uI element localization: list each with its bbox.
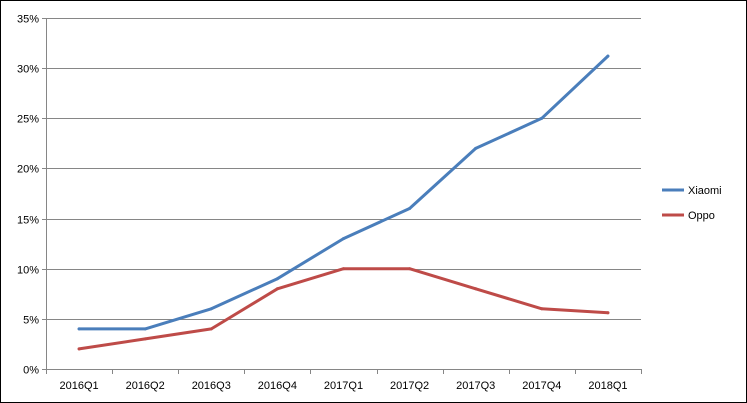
- data-point-xiaomi: [474, 146, 478, 150]
- data-point-oppo: [540, 307, 544, 311]
- data-point-xiaomi: [540, 116, 544, 120]
- x-tick-label: 2017Q4: [522, 380, 561, 392]
- x-tick-label: 2017Q3: [456, 380, 495, 392]
- data-point-oppo: [143, 337, 147, 341]
- data-point-xiaomi: [209, 307, 213, 311]
- data-point-xiaomi: [606, 54, 610, 58]
- x-tick-label: 2017Q2: [390, 380, 429, 392]
- axes: 0% 5% 10% 15% 20% 25% 30% 35% 2016Q1 2016Q2 2016Q3…: [17, 14, 642, 392]
- data-point-oppo: [209, 327, 213, 331]
- x-tick-label: 2017Q1: [324, 380, 363, 392]
- data-point-xiaomi: [275, 277, 279, 281]
- x-tick-label: 2016Q4: [258, 380, 297, 392]
- data-point-xiaomi: [143, 327, 147, 331]
- data-point-xiaomi: [77, 327, 81, 331]
- legend-label-xiaomi: Xiaomi: [688, 185, 722, 197]
- y-tick-label: 25%: [17, 114, 39, 126]
- x-tick-label: 2018Q1: [588, 380, 627, 392]
- data-point-oppo: [77, 347, 81, 351]
- series-lines: [77, 54, 610, 351]
- y-tick-label: 5%: [23, 315, 39, 327]
- gridlines: [46, 18, 641, 320]
- x-tick-label: 2016Q1: [59, 380, 98, 392]
- y-tick-label: 0%: [23, 365, 39, 377]
- data-point-oppo: [474, 287, 478, 291]
- legend-label-oppo: Oppo: [688, 210, 715, 222]
- x-tick-label: 2016Q3: [192, 380, 231, 392]
- x-tick-label: 2016Q2: [126, 380, 165, 392]
- y-tick-label: 15%: [17, 215, 39, 227]
- y-tick-label: 10%: [17, 265, 39, 277]
- data-point-xiaomi: [342, 237, 345, 241]
- legend: Xiaomi Oppo: [662, 185, 722, 222]
- y-tick-label: 20%: [17, 164, 39, 176]
- y-tick-label: 30%: [17, 64, 39, 76]
- data-point-oppo: [342, 267, 345, 271]
- data-point-oppo: [275, 287, 279, 291]
- data-point-xiaomi: [408, 207, 412, 210]
- y-tick-label: 35%: [17, 14, 39, 26]
- data-point-oppo: [606, 311, 610, 315]
- data-point-oppo: [408, 267, 412, 271]
